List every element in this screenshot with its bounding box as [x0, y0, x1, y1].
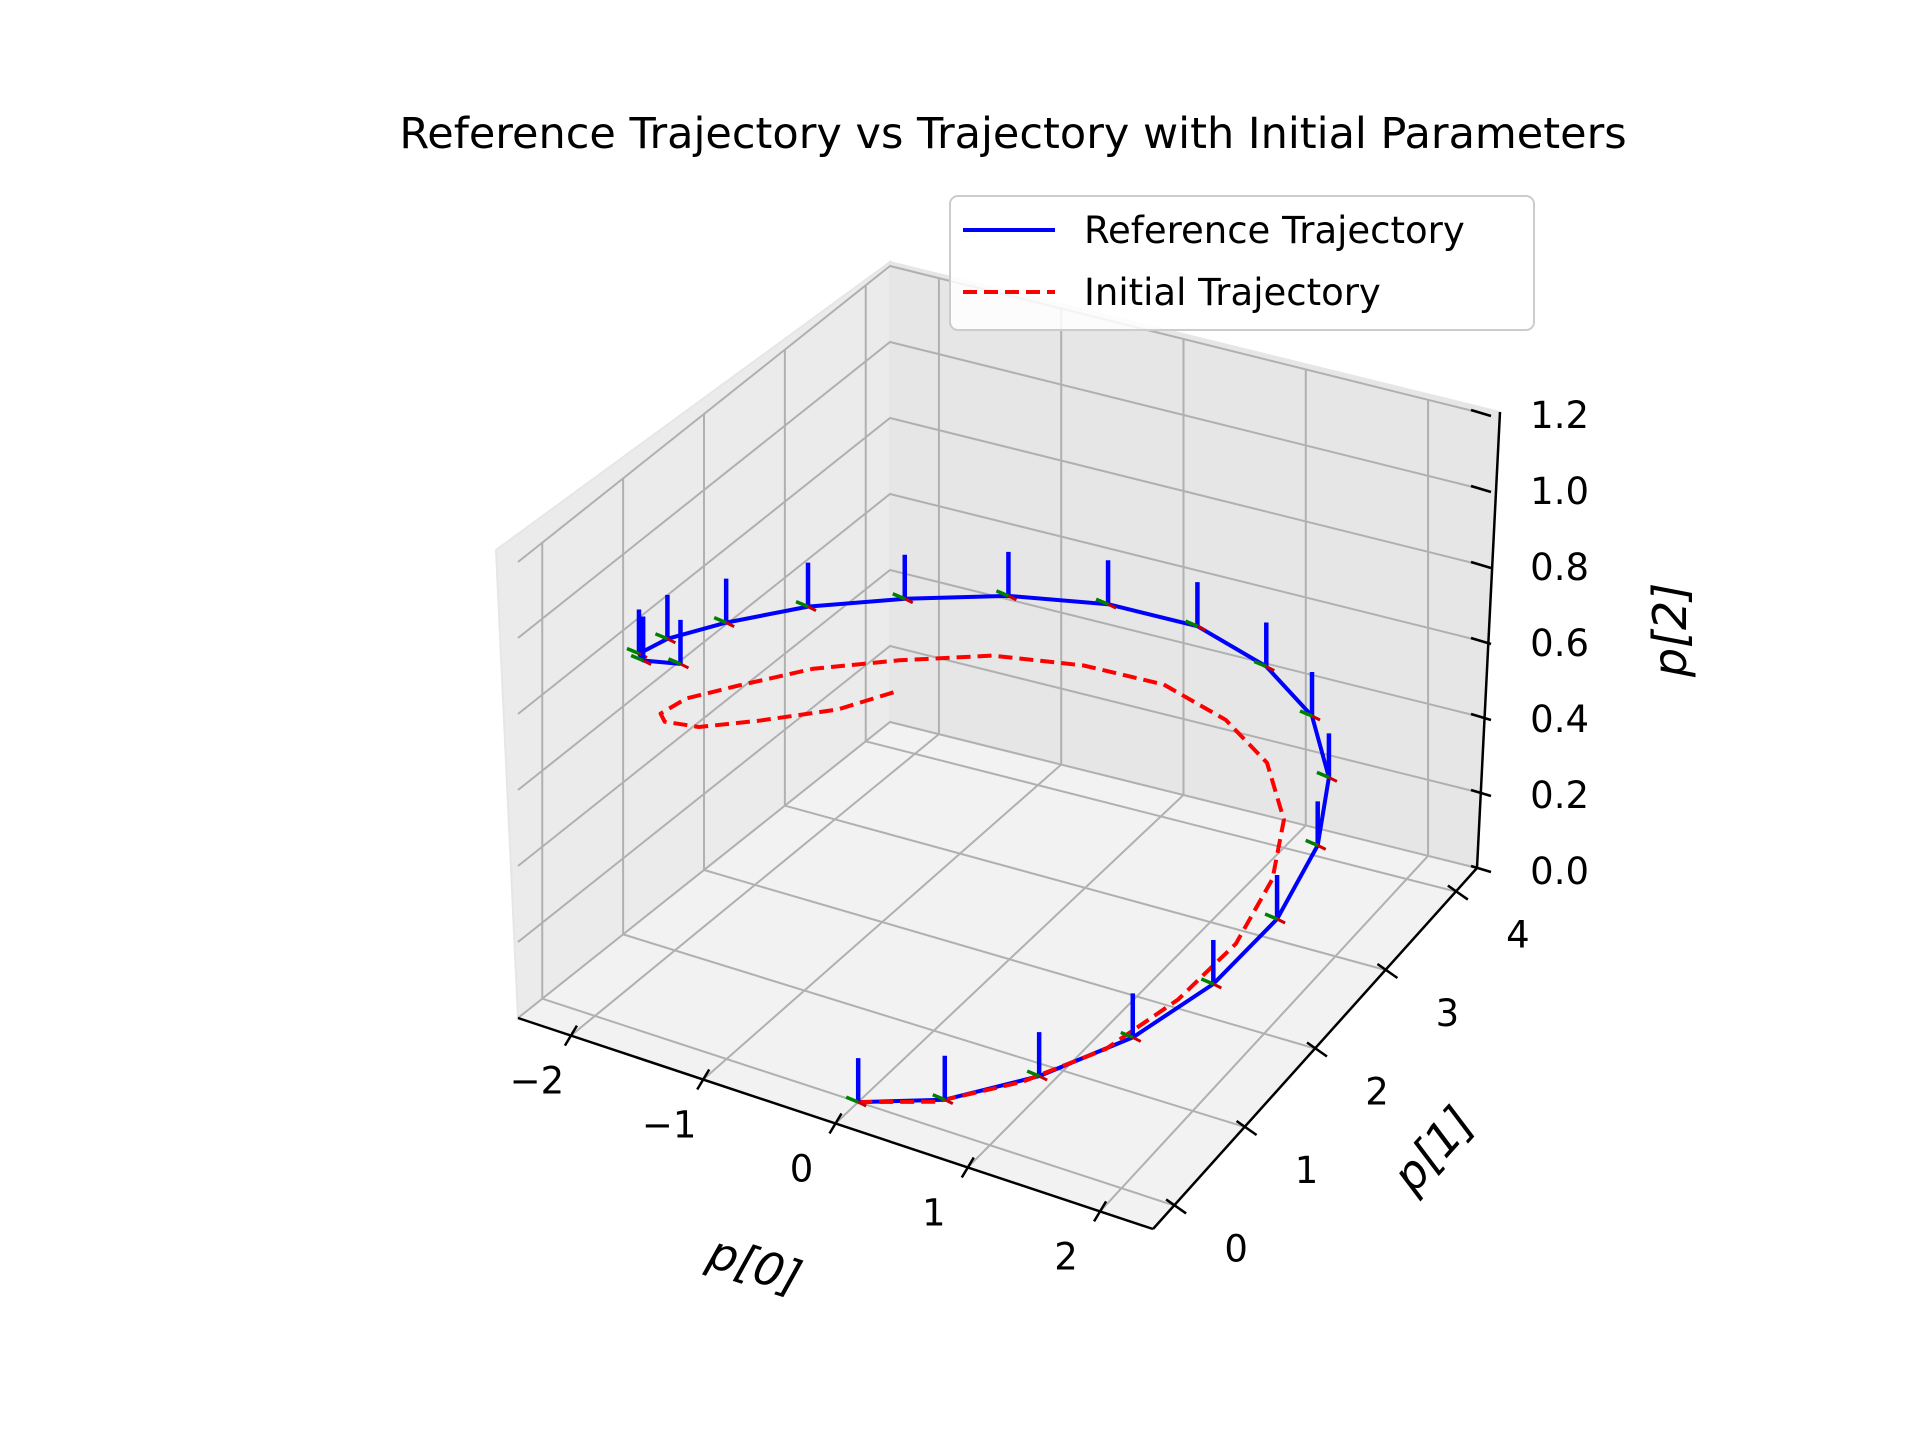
z-tick-label: 0.8	[1530, 546, 1589, 589]
y-tick-label: 0	[1224, 1227, 1248, 1270]
frame-arrow-x	[1265, 665, 1275, 672]
x-tick-mark	[828, 1112, 843, 1135]
frame-arrow-x	[1107, 602, 1117, 610]
frame-arrow-x	[725, 621, 735, 628]
quiver-layer	[626, 551, 1338, 1108]
y-tick-label: 4	[1506, 914, 1530, 957]
z-grid-line	[517, 720, 1478, 1019]
frame-arrow-y	[845, 1095, 859, 1104]
chart-title: Reference Trajectory vs Trajectory with …	[399, 109, 1626, 159]
frame-arrow-y	[1200, 977, 1214, 986]
z-axis-label: p[2]	[1643, 583, 1697, 678]
grid-lines	[517, 264, 1478, 1213]
z-grid-line	[517, 492, 1478, 791]
frame-arrow-x	[666, 637, 677, 645]
frame-arrow-y	[1095, 597, 1109, 606]
z-tick-label: 1.2	[1530, 394, 1589, 437]
z-grid-line	[517, 416, 1478, 715]
y-tick-mark	[1235, 1119, 1258, 1137]
y-tick-label: 1	[1295, 1149, 1319, 1192]
z-axis: 0.0 0.2 0.4 0.6 0.8 1.0 1.2 p[2]	[1470, 394, 1697, 893]
legend-frame	[949, 195, 1535, 331]
frame-arrow-x	[1328, 776, 1338, 783]
reference-trajectory-line	[637, 593, 1331, 1105]
frame-arrow-x	[1038, 1074, 1048, 1082]
frame-arrow-x	[1132, 1036, 1142, 1043]
frame-arrow-y	[713, 616, 727, 625]
frame-arrow-x	[944, 1098, 954, 1106]
frame-arrow-y	[626, 646, 640, 656]
x-tick-mark	[1093, 1200, 1108, 1223]
initial-trajectory-line	[658, 653, 1286, 1105]
z-tick-mark	[1470, 864, 1492, 874]
z-tick-mark	[1470, 788, 1492, 798]
z-tick-label: 0.6	[1530, 622, 1589, 665]
frame-arrow-x	[642, 659, 652, 666]
frame-arrow-y	[630, 653, 644, 663]
frame-arrow-x	[1007, 594, 1018, 602]
series-layer	[637, 593, 1331, 1105]
frame-arrow-y	[995, 589, 1010, 598]
y-tick-mark	[1306, 1041, 1328, 1058]
x-tick-label: 2	[1054, 1235, 1078, 1278]
x-axis-label: p[0]	[701, 1224, 808, 1305]
x-tick-label: 0	[790, 1148, 814, 1191]
z-grid-line	[517, 644, 1478, 943]
z-tick-label: 0.4	[1530, 698, 1589, 741]
frame-arrow-y	[932, 1093, 946, 1102]
y-tick-label: 3	[1436, 992, 1460, 1035]
z-tick-mark	[1470, 712, 1492, 722]
z-tick-mark	[1470, 560, 1492, 570]
y-axis-label: p[1]	[1381, 1096, 1485, 1203]
z-grid-line	[517, 340, 1478, 639]
frame-arrow-y	[1305, 838, 1319, 847]
x-tick-mark	[563, 1024, 578, 1047]
frame-arrow-y	[654, 632, 669, 641]
z-tick-mark	[1470, 408, 1492, 418]
y-tick-mark	[1376, 962, 1399, 980]
z-tick-label: 1.0	[1530, 470, 1589, 513]
frame-arrow-y	[1316, 770, 1330, 780]
frame-arrow-y	[1299, 709, 1313, 718]
z-tick-mark	[1470, 484, 1492, 494]
x-tick-label: −2	[510, 1060, 565, 1103]
x-axis: −2 −1 0 1 2 p[0]	[510, 1016, 1154, 1305]
frame-arrow-x	[1317, 844, 1327, 851]
frame-arrow-y	[1253, 659, 1267, 669]
frame-arrow-y	[1184, 619, 1199, 628]
z-grid-line	[517, 264, 1478, 563]
frame-arrow-x	[857, 1100, 867, 1108]
frame-arrow-y	[1026, 1069, 1040, 1078]
z-tick-label: 0.0	[1530, 850, 1589, 893]
legend-label-initial: Initial Trajectory	[1084, 271, 1381, 314]
x-tick-mark	[960, 1156, 975, 1179]
legend-label-reference: Reference Trajectory	[1084, 209, 1465, 252]
frame-arrow-y	[1120, 1030, 1134, 1040]
y-tick-mark	[1447, 884, 1469, 901]
frame-arrow-x	[807, 605, 817, 612]
legend: Reference Trajectory Initial Trajectory	[949, 195, 1535, 331]
y-tick-label: 2	[1365, 1071, 1389, 1114]
frame-arrow-x	[1276, 917, 1286, 925]
frame-arrow-x	[904, 597, 914, 605]
z-tick-label: 0.2	[1530, 774, 1589, 817]
z-grid-line	[517, 568, 1478, 867]
frame-arrow-x	[1212, 982, 1222, 990]
frame-arrow-y	[1264, 912, 1278, 921]
frame-arrow-x	[1196, 624, 1207, 632]
x-tick-mark	[696, 1068, 711, 1091]
frame-arrow-x	[1311, 714, 1321, 722]
y-tick-mark	[1165, 1198, 1187, 1215]
x-tick-label: 1	[922, 1191, 946, 1234]
x-tick-label: −1	[642, 1104, 697, 1147]
frame-arrow-y	[795, 600, 809, 609]
frame-arrow-x	[679, 662, 690, 670]
frame-arrow-y	[667, 657, 682, 666]
z-tick-mark	[1470, 636, 1492, 646]
frame-arrow-y	[892, 592, 906, 601]
